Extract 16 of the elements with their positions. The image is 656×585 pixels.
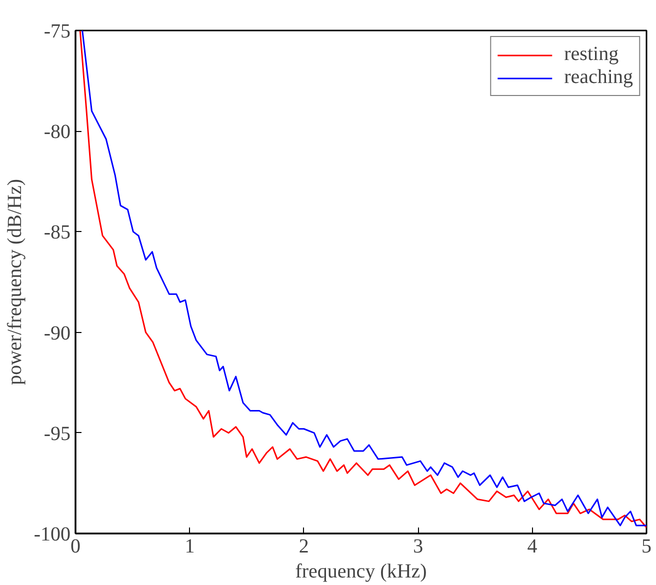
x-tick-label: 3 [413,536,424,558]
x-tick-label: 1 [184,536,195,558]
x-axis-title: frequency (kHz) [295,560,427,582]
y-tick-label: -90 [44,322,71,344]
x-tick-label: 0 [70,536,80,558]
y-tick-label: -85 [44,222,71,244]
y-tick-label: -95 [44,422,71,445]
x-tick-label: 4 [527,536,538,558]
x-tick-label: 2 [298,536,309,558]
y-tick-label: -80 [44,121,71,144]
y-axis-title: power/frequency (dB/Hz) [4,178,26,386]
x-tick-label: 5 [642,536,652,558]
y-tick-label: -75 [44,20,71,42]
legend-label: reaching [564,66,633,89]
y-tick-label: -100 [34,524,71,546]
legend-label: resting [564,43,619,66]
